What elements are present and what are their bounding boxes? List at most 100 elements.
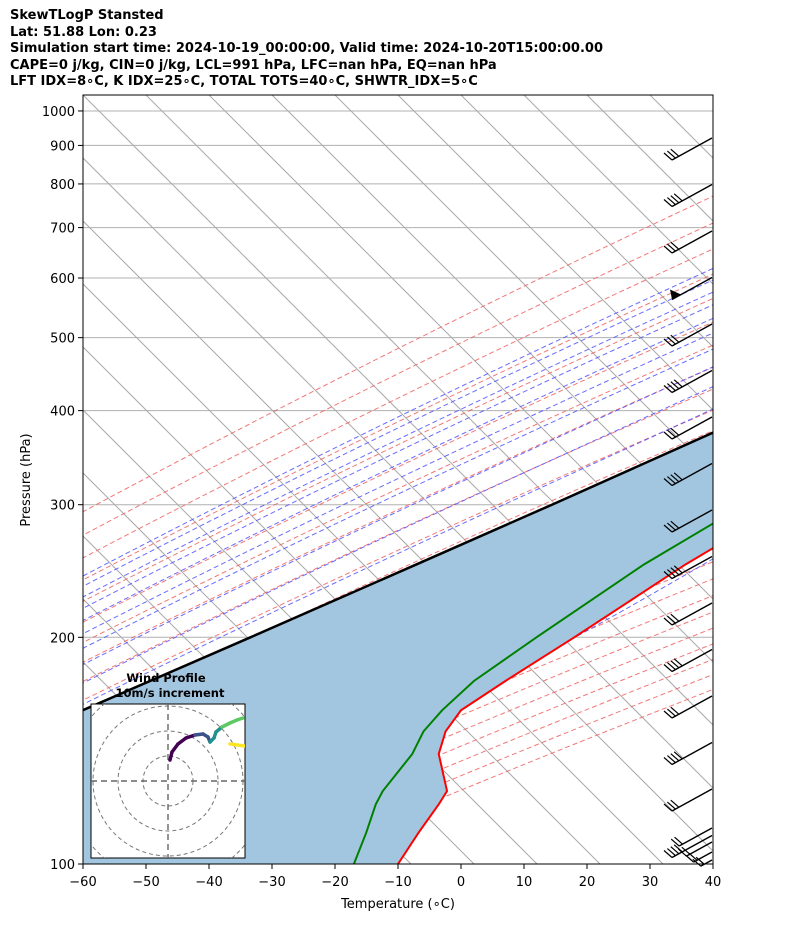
wind-barb <box>663 230 713 254</box>
wind-barb <box>663 509 713 533</box>
y-tick-label: 800 <box>50 178 75 193</box>
barb-feather <box>667 801 676 810</box>
barb-feather <box>692 858 702 867</box>
barb-feather <box>663 385 673 393</box>
moist-adiabat <box>83 291 713 598</box>
barb-feather <box>667 243 676 252</box>
isotherm <box>523 95 713 285</box>
barb-staff <box>671 230 713 254</box>
barb-feather <box>670 567 680 576</box>
barb-feather <box>678 848 687 857</box>
time-line: Simulation start time: 2024-10-19_00:00:… <box>10 41 603 56</box>
barb-staff <box>671 788 713 812</box>
wind-barb <box>670 276 713 301</box>
wind-barb <box>663 555 713 580</box>
barb-feather <box>663 571 673 579</box>
isotherm <box>83 283 664 864</box>
chart-title-block: SkewTLogP Stansted Lat: 51.88 Lon: 0.23 … <box>10 8 603 91</box>
barb-feather <box>667 150 676 159</box>
wind-barbs-layer <box>663 137 713 867</box>
barb-staff <box>671 695 713 719</box>
y-tick-label: 100 <box>50 858 75 873</box>
barb-feather <box>670 660 680 669</box>
barb-feather <box>670 241 680 250</box>
barb-feather <box>667 615 676 624</box>
barb-staff <box>671 602 713 626</box>
isotherm <box>334 95 713 474</box>
parcel-profile-line <box>83 431 713 712</box>
barb-feather <box>673 751 683 760</box>
wind-barb <box>663 695 713 719</box>
y-tick-label: 300 <box>50 499 75 514</box>
barb-feather <box>685 854 694 863</box>
moist-adiabat <box>83 348 713 649</box>
moist-adiabat <box>83 366 713 666</box>
barb-feather <box>673 472 683 481</box>
barb-feather <box>670 838 680 847</box>
y-axis-label: Pressure (hPa) <box>19 433 34 526</box>
wind-barb <box>663 741 713 766</box>
isotherm <box>83 95 713 726</box>
barb-feather <box>667 383 676 392</box>
barb-feather <box>670 613 680 622</box>
barb-feather <box>663 757 673 765</box>
location-line: Lat: 51.88 Lon: 0.23 <box>10 24 157 40</box>
wind-barb <box>663 416 713 440</box>
barb-feather <box>663 664 673 672</box>
dry-adiabat <box>83 297 713 602</box>
wind-barb <box>663 788 713 812</box>
x-tick-label: −60 <box>69 875 96 890</box>
isotherm <box>397 95 713 411</box>
inset-title: Wind Profile <box>126 671 206 685</box>
barb-feather <box>670 706 680 715</box>
y-tick-label: 600 <box>50 272 75 287</box>
x-tick-label: −10 <box>384 875 411 890</box>
x-tick-label: 0 <box>457 875 465 890</box>
barb-staff <box>693 851 713 863</box>
hodograph-segment <box>228 742 245 748</box>
barb-feather <box>670 474 680 483</box>
hodograph-segment <box>235 716 245 722</box>
x-tick-label: 40 <box>705 875 722 890</box>
barb-feather <box>670 195 680 204</box>
dry-adiabat <box>83 366 713 663</box>
barb-feather <box>673 193 683 202</box>
y-tick-label: 400 <box>50 405 75 420</box>
hodograph <box>91 704 245 858</box>
wind-barb <box>663 323 713 347</box>
x-tick-label: 10 <box>516 875 533 890</box>
y-tick-label: 1000 <box>42 105 75 120</box>
barb-staff <box>671 183 713 208</box>
moist-adiabat <box>83 304 713 609</box>
wind-barb <box>670 827 713 847</box>
barb-feather <box>670 148 680 157</box>
wind-barb <box>663 369 713 394</box>
barb-feather <box>681 846 691 855</box>
hodograph-ring <box>117 730 219 832</box>
barb-feather <box>667 755 676 764</box>
barb-feather <box>673 565 683 574</box>
y-tick-label: 700 <box>50 222 75 237</box>
temperature-line <box>397 546 713 864</box>
barb-feather <box>663 478 673 486</box>
barb-feather <box>673 379 683 388</box>
barb-feather <box>663 710 673 719</box>
dewpoint-line <box>352 522 713 864</box>
barb-feather <box>667 429 676 438</box>
barb-feather <box>663 152 673 161</box>
x-tick-label: −40 <box>195 875 222 890</box>
barb-staff <box>671 137 713 161</box>
wind-barb <box>678 841 713 857</box>
barb-feather <box>670 334 680 343</box>
barb-feather <box>673 658 683 667</box>
x-axis-label: Temperature (∘C) <box>340 897 455 912</box>
moist-adiabat <box>83 279 713 587</box>
barb-feather <box>674 836 683 845</box>
barb-staff <box>678 827 713 847</box>
chart-title: SkewTLogP Stansted <box>10 8 164 23</box>
profile-lines-layer <box>83 431 713 864</box>
barb-feather <box>663 199 673 207</box>
y-tick-label: 200 <box>50 631 75 646</box>
barb-feather <box>667 708 676 717</box>
